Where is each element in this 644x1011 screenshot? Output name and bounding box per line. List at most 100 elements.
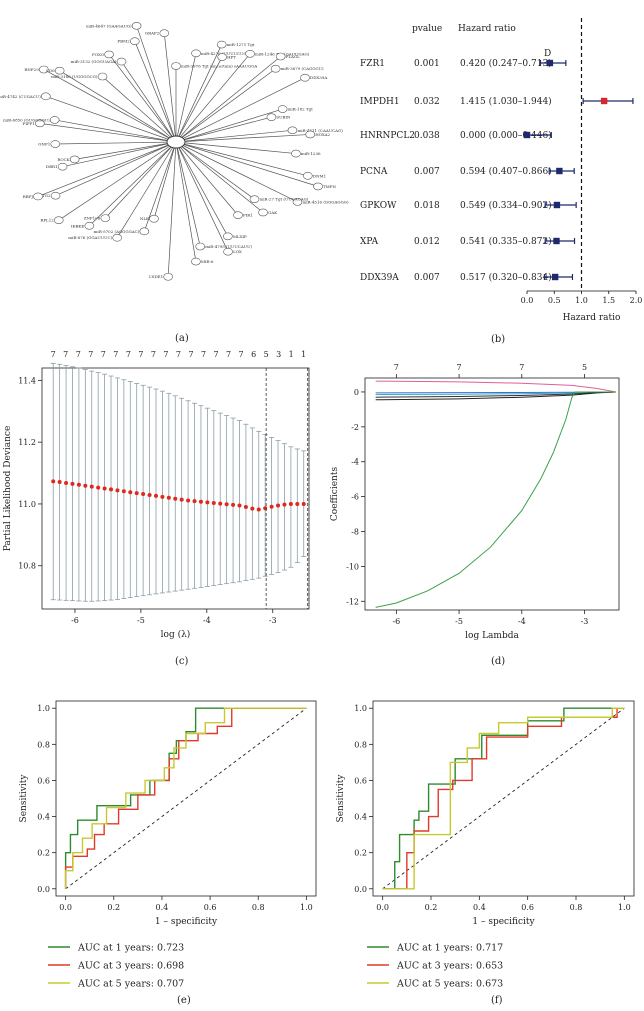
cv-mean-point [147, 492, 152, 497]
network-edge [108, 54, 177, 143]
y-tick-label: -2 [351, 423, 359, 432]
forest-x-tick-label: 0.0 [521, 296, 534, 305]
network-node-label: miR-3976 Tgt (uncertain) sAAAUGGA [181, 64, 257, 69]
network-edge [105, 141, 177, 219]
network-node [84, 221, 95, 230]
y-axis-label: Sensitivity [19, 774, 29, 823]
y-tick-label: 0.6 [37, 776, 50, 785]
x-tick-label: -5 [137, 616, 145, 625]
forest-gene-label: FZR1 [360, 59, 385, 69]
cv-mean-point [173, 496, 178, 501]
cv-panel: -6 -5 -4 -3 10.8 11.0 11.2 11.4 log (λ) Partial L… [3, 350, 310, 640]
network-node [223, 247, 233, 256]
x-axis-label: 1 – specificity [472, 917, 535, 927]
legend-label: AUC at 1 years: 0.717 [396, 943, 503, 954]
network-node-label: SUBIN [276, 115, 291, 120]
forest-hr-text: 0.420 (0.247–0.713) [460, 58, 552, 69]
network-node [159, 29, 170, 37]
network-node [69, 155, 80, 164]
network-edge [134, 41, 177, 143]
cv-top-label: 7 [151, 350, 156, 359]
network-node-label: FBM2 [117, 39, 130, 44]
cv-mean-point [288, 501, 293, 506]
network-edge [175, 141, 197, 262]
network-edge [55, 141, 177, 145]
network-node [287, 126, 298, 135]
legend-label: AUC at 3 years: 0.653 [396, 961, 503, 972]
x-tick-label: 0.8 [570, 903, 583, 912]
forest-pvalue: 0.001 [414, 59, 440, 69]
network-hub [166, 135, 186, 149]
network-edge [175, 141, 229, 252]
network-edge [175, 141, 298, 203]
forest-hr-text: 0.549 (0.334–0.902) [460, 200, 552, 211]
y-tick-label: 0.8 [37, 740, 50, 749]
forest-hr-text: 1.415 (1.030–1.944) [460, 96, 552, 107]
x-tick-label: 0.0 [376, 903, 389, 912]
forest-point [546, 59, 554, 67]
network-node [266, 113, 277, 121]
cv-mean-point [192, 499, 197, 504]
x-tick-label: 0.4 [156, 903, 169, 912]
forest-x-tick-label: 0.5 [548, 296, 561, 305]
forest-x-tick-label: 1.0 [575, 296, 588, 305]
cv-mean-point [166, 495, 171, 500]
cv-mean-point [109, 487, 114, 492]
cv-top-label: 7 [201, 350, 206, 359]
x-tick-label: -4 [518, 617, 526, 626]
network-node [54, 66, 65, 75]
x-tick-label: 0.2 [425, 903, 438, 912]
network-node [116, 57, 127, 66]
network-edge [175, 129, 293, 143]
network-edge [175, 77, 306, 143]
y-tick-label: 11.2 [18, 438, 36, 447]
network-node [258, 208, 268, 217]
cv-mean-point [89, 484, 94, 489]
network-node-label: GRAP2 [145, 31, 160, 36]
panel-label-b: (b) [491, 334, 505, 345]
network-node-label: miR-4795 (UUUCAUU) [205, 244, 252, 249]
network-node [49, 116, 60, 124]
network-edge [55, 141, 177, 196]
network-node-label: miR-1236 [301, 151, 321, 156]
forest-hr-text: 0.000 (0.000–0.446) [460, 130, 552, 141]
cv-top-label: 7 [188, 350, 193, 359]
network-node-label: HOXA2 [315, 132, 330, 137]
cv-mean-point [250, 506, 255, 511]
network-node-label: DBR1 [46, 164, 58, 169]
cv-mean-point [218, 501, 223, 506]
y-tick-label: 0.0 [37, 885, 50, 894]
network-node [313, 182, 323, 191]
network-node [104, 50, 114, 59]
cv-top-label: 5 [264, 350, 269, 359]
network-edge [102, 76, 177, 143]
network-edge [175, 116, 272, 143]
network-edge [58, 141, 177, 221]
network-node [217, 53, 227, 61]
cv-mean-point [160, 494, 165, 499]
forest-point [556, 167, 563, 175]
cv-mean-point [276, 503, 281, 508]
network-node-label: miR-1271 Tgt [227, 42, 255, 47]
y-tick-label: 10.8 [18, 562, 36, 571]
network-node-label: miR-5702 (AGGGGAC) [94, 229, 140, 234]
network-edge [37, 141, 177, 197]
roc-curve [64, 707, 307, 889]
network-edge [175, 53, 251, 143]
panel-label-d: (d) [491, 656, 505, 667]
forest-x-tick-label: 2.0 [630, 296, 643, 305]
network-node [303, 171, 313, 180]
network-node-label: FOXO [92, 52, 105, 57]
coef-top-label: 7 [457, 363, 462, 372]
network-node [292, 198, 303, 206]
network-node-label: LOX [233, 249, 242, 254]
network-node-label: miR-4276 (UUUUCUG) [201, 51, 249, 56]
network-node-label: DNM1 [313, 173, 326, 178]
cv-mean-point [243, 505, 248, 510]
forest-gene-label: GPKOW [360, 201, 397, 211]
network-node [216, 40, 227, 49]
network-edge [175, 141, 264, 213]
forest-hr-text: 0.541 (0.335–0.872) [460, 236, 552, 247]
network-edge [175, 56, 281, 143]
